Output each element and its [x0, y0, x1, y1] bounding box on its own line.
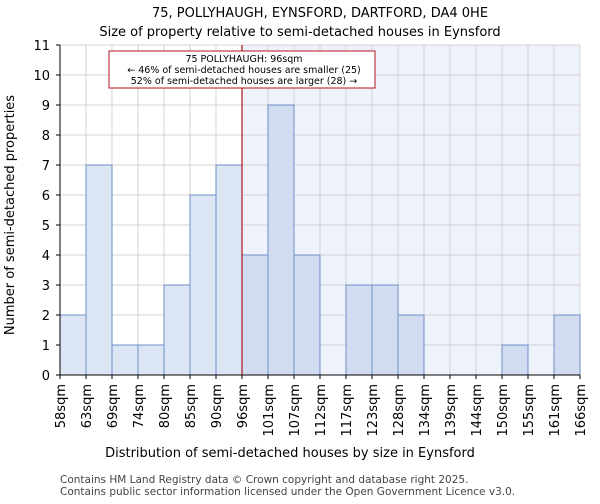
chart-subtitle: Size of property relative to semi-detach…	[99, 25, 500, 40]
bar	[85, 164, 113, 376]
bar	[293, 254, 321, 376]
x-tick-label: 139sqm	[444, 384, 459, 437]
x-tick-label: 112sqm	[314, 384, 329, 437]
x-tick-label: 90sqm	[210, 384, 225, 428]
bar	[137, 344, 165, 376]
x-tick-label: 74sqm	[132, 384, 147, 428]
bar	[371, 284, 399, 376]
x-tick-label: 144sqm	[470, 384, 485, 437]
x-tick-label: 155sqm	[522, 384, 537, 437]
y-tick-label: 1	[42, 339, 50, 354]
bar	[215, 164, 243, 376]
x-tick-label: 96sqm	[236, 384, 251, 428]
bar	[553, 314, 581, 376]
y-tick-labels: 0 1 2 3 4 5 6 7 8 9 10 11	[33, 39, 60, 384]
y-tick-label: 11	[33, 39, 50, 54]
annotation-line-1: 75 POLLYHAUGH: 96sqm	[185, 54, 302, 65]
bar	[163, 284, 191, 376]
x-tick-label: 134sqm	[418, 384, 433, 437]
x-tick-label: 150sqm	[496, 384, 511, 437]
x-tick-label: 123sqm	[366, 384, 381, 437]
x-tick-label: 128sqm	[392, 384, 407, 437]
y-tick-label: 9	[42, 99, 50, 114]
bar	[111, 344, 139, 376]
annotation-box: 75 POLLYHAUGH: 96sqm ← 46% of semi-detac…	[108, 50, 376, 89]
x-tick-label: 85sqm	[184, 384, 199, 428]
annotation-line-3: 52% of semi-detached houses are larger (…	[131, 76, 358, 87]
y-tick-label: 4	[42, 249, 50, 264]
y-tick-label: 6	[42, 189, 50, 204]
annotation-line-2: ← 46% of semi-detached houses are smalle…	[127, 65, 361, 76]
x-tick-label: 69sqm	[106, 384, 121, 428]
bar	[501, 344, 529, 376]
x-tick-label: 166sqm	[574, 384, 589, 437]
bar	[267, 104, 295, 376]
bar	[189, 194, 217, 376]
annotation-border	[108, 50, 376, 89]
bar	[241, 254, 269, 376]
y-tick-label: 2	[42, 309, 50, 324]
x-tick-label: 117sqm	[340, 384, 355, 437]
bar	[397, 314, 425, 376]
y-axis-label: Number of semi-detached properties	[3, 95, 18, 335]
x-tick-label: 107sqm	[288, 384, 303, 437]
bar	[345, 284, 373, 376]
y-tick-label: 0	[42, 369, 50, 384]
x-tick-label: 63sqm	[80, 384, 95, 428]
x-tick-label: 161sqm	[548, 384, 563, 437]
x-tick-label: 80sqm	[158, 384, 173, 428]
y-tick-label: 7	[42, 159, 50, 174]
y-tick-label: 3	[42, 279, 50, 294]
x-axis-label: Distribution of semi-detached houses by …	[105, 446, 475, 461]
bar	[59, 314, 87, 376]
x-tick-label: 101sqm	[262, 384, 277, 437]
y-tick-label: 8	[42, 129, 50, 144]
y-tick-label: 5	[42, 219, 50, 234]
y-tick-label: 10	[33, 69, 50, 84]
chart-title: 75, POLLYHAUGH, EYNSFORD, DARTFORD, DA4 …	[152, 6, 488, 21]
x-tick-label: 58sqm	[54, 384, 69, 428]
footer-line-2: Contains public sector information licen…	[60, 486, 515, 498]
footer-line-1: Contains HM Land Registry data © Crown c…	[60, 474, 468, 486]
bars	[59, 104, 581, 376]
x-tick-labels: 58sqm 63sqm 69sqm 74sqm 80sqm 85sqm 90sqm 96sqm…	[54, 375, 589, 437]
